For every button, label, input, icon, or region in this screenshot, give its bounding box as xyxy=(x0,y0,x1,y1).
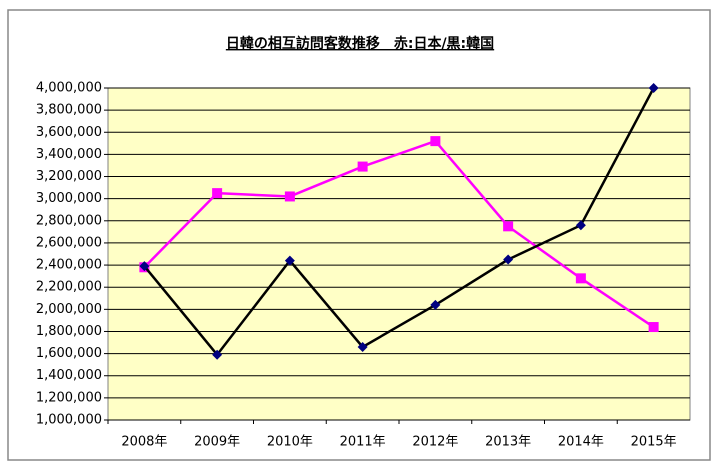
marker xyxy=(139,261,150,272)
x-tick-label: 2012年 xyxy=(412,435,458,450)
x-tick-label: 2011年 xyxy=(340,435,386,450)
y-tick-label: 2,200,000 xyxy=(36,280,102,295)
x-tick-label: 2009年 xyxy=(194,435,240,450)
x-tick-label: 2008年 xyxy=(121,435,167,450)
marker xyxy=(648,322,659,333)
y-tick-label: 1,200,000 xyxy=(36,390,102,405)
marker xyxy=(212,188,223,199)
y-tick-label: 2,000,000 xyxy=(36,302,102,317)
y-tick-label: 3,400,000 xyxy=(36,147,102,162)
x-tick-label: 2013年 xyxy=(485,435,531,450)
marker xyxy=(648,83,659,93)
chart-title: 日韓の相互訪問客数推移 赤:日本/黒:韓国 xyxy=(226,35,494,52)
x-tick-label: 2014年 xyxy=(558,435,604,450)
series-line xyxy=(143,139,655,329)
marker xyxy=(284,191,295,202)
y-tick-label: 1,400,000 xyxy=(36,368,102,383)
marker xyxy=(430,299,441,310)
y-tick-label: 4,000,000 xyxy=(36,81,102,96)
plot-area xyxy=(107,87,691,421)
x-tick-label: 2015年 xyxy=(631,435,677,450)
y-tick-label: 3,000,000 xyxy=(36,191,102,206)
y-tick-label: 1,800,000 xyxy=(36,324,102,339)
y-tick-label: 3,200,000 xyxy=(36,169,102,184)
marker xyxy=(503,221,514,232)
y-tick-label: 3,600,000 xyxy=(36,125,102,140)
series-line xyxy=(143,87,655,357)
y-tick-label: 1,000,000 xyxy=(36,413,102,428)
y-tick-label: 2,800,000 xyxy=(36,213,102,228)
y-tick-label: 3,800,000 xyxy=(36,103,102,118)
marker xyxy=(503,254,514,265)
marker xyxy=(575,273,586,284)
marker xyxy=(575,220,586,231)
y-tick-label: 1,600,000 xyxy=(36,346,102,361)
marker xyxy=(212,349,223,360)
marker xyxy=(357,341,368,352)
x-tick-label: 2010年 xyxy=(267,435,313,450)
y-tick-label: 2,400,000 xyxy=(36,258,102,273)
marker xyxy=(284,255,295,266)
y-tick-label: 2,600,000 xyxy=(36,235,102,250)
marker xyxy=(430,136,441,147)
marker xyxy=(357,161,368,172)
